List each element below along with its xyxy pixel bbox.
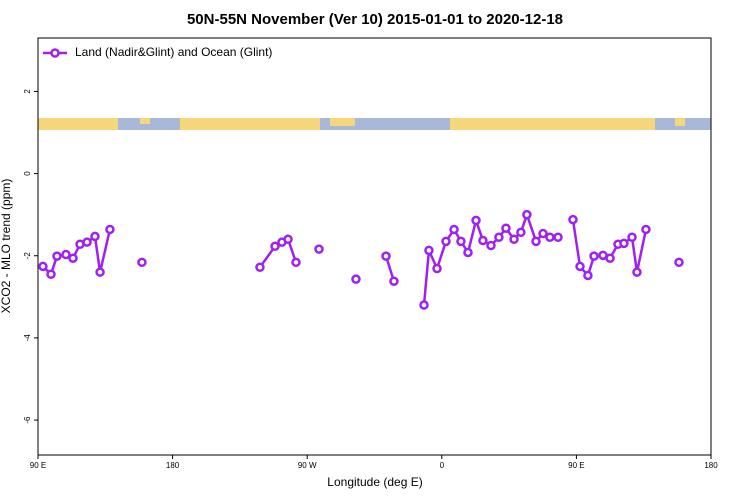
point (568, 214, 578, 225)
point (605, 253, 615, 263)
legend-marker (50, 48, 60, 58)
x-tick-label: 180 (166, 461, 180, 470)
point (589, 251, 599, 261)
y-tick-label: 0 (23, 171, 32, 176)
point (619, 238, 629, 249)
x-tick-label: 0 (440, 461, 445, 470)
y-tick-label: -4 (23, 334, 32, 342)
point (471, 215, 481, 226)
point (545, 232, 555, 243)
point (419, 300, 429, 310)
point (641, 224, 651, 235)
y-axis-label: XCO2 - MLO trend (ppm) (0, 179, 13, 314)
point (68, 253, 78, 263)
point (478, 235, 488, 246)
point (674, 257, 684, 268)
point (441, 236, 451, 247)
x-tick-label: 180 (704, 461, 718, 470)
point (583, 270, 593, 281)
point (270, 241, 280, 252)
point (494, 232, 504, 243)
point (52, 251, 62, 261)
point (351, 274, 361, 284)
point (575, 261, 585, 272)
point (522, 209, 532, 220)
point (432, 263, 442, 274)
point (137, 257, 147, 268)
chart-title: 50N-55N November (Ver 10) 2015-01-01 to … (187, 11, 563, 28)
point (516, 227, 526, 238)
point (424, 245, 434, 256)
point (82, 237, 92, 247)
point (61, 249, 71, 260)
legend-label: Land (Nadir&Glint) and Ocean (Glint) (75, 45, 272, 59)
point (632, 267, 642, 277)
x-tick-label: 90 W (298, 461, 317, 470)
point (501, 223, 511, 233)
point (463, 247, 473, 258)
point (389, 276, 399, 286)
map-strip (38, 118, 711, 130)
point (449, 224, 459, 235)
point (381, 251, 391, 261)
point (90, 231, 100, 242)
point (283, 234, 293, 245)
point (509, 234, 519, 245)
y-tick-label: 2 (23, 89, 32, 94)
point (255, 262, 265, 272)
point (486, 240, 496, 251)
point (627, 232, 637, 243)
point (105, 224, 115, 235)
point (538, 228, 548, 239)
point (456, 236, 466, 247)
point (291, 257, 301, 268)
y-tick-label: -2 (23, 252, 32, 260)
x-axis-label: Longitude (deg E) (327, 475, 422, 489)
x-tick-label: 90 E (568, 461, 584, 470)
y-tick-label: -6 (23, 416, 32, 424)
point (95, 267, 105, 277)
point (314, 244, 324, 254)
point (531, 236, 541, 247)
x-tick-label: 90 E (30, 461, 46, 470)
point (553, 232, 563, 243)
point (38, 261, 48, 272)
point (46, 269, 56, 279)
plot-frame (37, 37, 712, 456)
